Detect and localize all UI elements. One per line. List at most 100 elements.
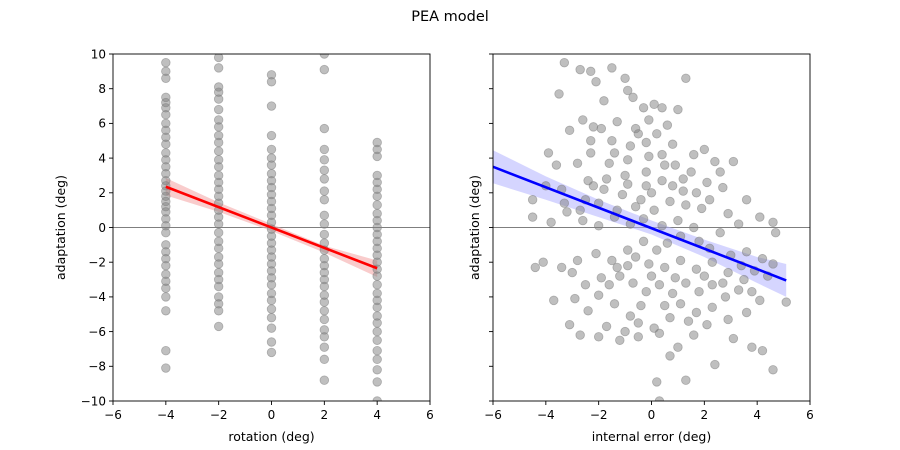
right-data-point: [562, 207, 572, 217]
left-y-tick-label: −8: [88, 360, 106, 374]
right-data-point: [620, 73, 630, 83]
right-data-point: [628, 92, 638, 103]
left-data-point: [266, 337, 277, 347]
right-data-point: [691, 307, 702, 318]
right-data-point: [564, 125, 575, 136]
right-data-point: [728, 156, 739, 167]
right-panel: −6 −4 −2 0 2 4 6 internal error (deg) adaptation…: [467, 53, 814, 444]
right-data-point: [572, 158, 583, 169]
left-data-point: [372, 396, 382, 401]
right-data-point: [733, 285, 744, 295]
left-y-tick-label: 0: [98, 221, 106, 235]
right-data-point: [770, 228, 781, 238]
left-data-point: [266, 160, 277, 170]
left-data-point: [372, 326, 382, 337]
left-data-point: [266, 144, 277, 155]
right-data-point: [741, 247, 752, 257]
right-data-point: [733, 219, 744, 229]
right-data-point: [530, 262, 540, 273]
left-data-point: [213, 94, 224, 104]
right-x-tick-label: 0: [648, 408, 656, 422]
right-data-point: [586, 148, 596, 158]
right-data-point: [549, 295, 559, 306]
right-data-point: [638, 214, 649, 224]
right-data-point: [623, 260, 633, 271]
right-data-point: [768, 259, 778, 269]
right-data-point: [652, 129, 662, 139]
left-data-point: [161, 110, 171, 120]
right-data-point: [559, 198, 570, 208]
right-x-tick-label: −4: [537, 408, 555, 422]
right-data-point: [601, 321, 612, 332]
left-x-tick-label: 4: [373, 408, 381, 422]
right-data-point: [644, 259, 654, 269]
left-data-point: [161, 345, 171, 356]
left-x-axis-label: rotation (deg): [228, 429, 314, 444]
right-data-point: [575, 205, 585, 215]
right-data-point: [681, 73, 691, 83]
right-data-point: [630, 252, 641, 262]
right-data-point: [641, 286, 651, 297]
right-data-point: [575, 64, 585, 75]
right-data-point: [654, 280, 665, 290]
left-data-point: [213, 104, 224, 115]
right-data-point: [654, 396, 665, 401]
right-data-point: [586, 136, 596, 146]
left-data-point: [319, 174, 330, 184]
right-x-tick-label: −6: [484, 408, 502, 422]
right-data-point: [689, 222, 699, 233]
right-data-point: [686, 167, 696, 177]
left-data-point: [266, 77, 277, 87]
right-data-point: [630, 201, 641, 212]
right-data-point: [612, 116, 622, 127]
right-data-point: [699, 271, 710, 281]
left-y-tick-label: 8: [98, 82, 106, 96]
left-data-point: [213, 162, 224, 172]
left-data-point: [319, 354, 330, 365]
left-data-point: [372, 318, 382, 328]
left-data-point: [319, 342, 330, 352]
right-data-point: [625, 141, 636, 151]
right-data-point: [694, 286, 704, 297]
right-data-point: [607, 63, 617, 73]
right-data-point: [707, 257, 717, 267]
right-data-point: [665, 351, 675, 361]
left-data-point: [319, 123, 330, 134]
right-data-point: [667, 181, 678, 191]
left-data-point: [213, 243, 224, 254]
left-data-point: [319, 229, 330, 240]
right-data-point: [757, 345, 768, 356]
right-data-point: [675, 299, 686, 309]
right-data-point: [538, 257, 548, 267]
right-data-point: [720, 292, 731, 302]
left-data-point: [161, 139, 171, 149]
right-data-point: [652, 245, 662, 255]
left-data-point: [266, 295, 277, 306]
right-data-point: [583, 306, 593, 316]
left-data-point: [372, 271, 382, 281]
left-data-point: [161, 283, 171, 293]
right-data-point: [681, 200, 691, 210]
left-data-point: [161, 57, 171, 68]
right-data-point: [633, 129, 643, 139]
right-x-tick-label: 4: [753, 408, 761, 422]
right-data-point: [702, 177, 712, 188]
right-data-point: [623, 245, 633, 255]
right-data-point: [546, 217, 556, 227]
left-data-point: [266, 101, 277, 111]
right-data-point: [654, 328, 665, 339]
left-data-point: [213, 122, 224, 132]
left-data-point: [161, 363, 171, 373]
left-y-tick-label: 4: [98, 151, 106, 165]
right-data-point: [641, 167, 651, 177]
right-data-point: [715, 228, 725, 238]
right-data-point: [768, 365, 778, 375]
left-regression-line: [165, 185, 378, 270]
left-data-point: [372, 302, 382, 313]
right-x-axis-label: internal error (deg): [592, 429, 711, 444]
left-data-point: [161, 73, 171, 83]
left-data-point: [319, 314, 330, 325]
left-data-point: [372, 280, 382, 290]
left-data-point: [319, 64, 330, 75]
right-data-point: [633, 318, 643, 328]
